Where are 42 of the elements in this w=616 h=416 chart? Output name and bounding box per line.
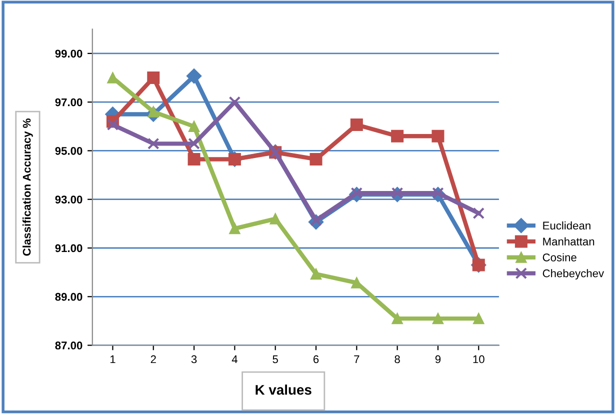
y-tick-label: 95.00 <box>55 146 82 155</box>
point <box>432 312 444 324</box>
point <box>270 213 281 224</box>
x-tick-label: 3 <box>191 355 197 364</box>
point <box>432 130 444 142</box>
y-tick-label: 91.00 <box>55 244 82 252</box>
point <box>106 118 119 131</box>
x-axis-title: K values <box>256 384 312 395</box>
point <box>392 312 403 324</box>
point <box>473 312 484 324</box>
point <box>229 222 240 234</box>
y-tick-label: 97.00 <box>55 98 82 106</box>
legend-label: Cosine <box>542 253 576 262</box>
point <box>310 152 322 166</box>
point <box>472 207 485 220</box>
x-tick-label: 10 <box>473 355 484 364</box>
legend-label: Chebeychev <box>542 269 604 280</box>
x-tick-label: 8 <box>394 355 400 364</box>
x-tick-label: 1 <box>110 355 116 364</box>
y-tick-label: 89.00 <box>55 292 82 301</box>
point <box>147 138 160 150</box>
y-tick-label: 99.00 <box>55 50 82 58</box>
point <box>391 130 404 142</box>
point <box>310 268 322 280</box>
point <box>147 72 160 84</box>
x-tick-label: 4 <box>232 355 238 364</box>
x-tick-label: 6 <box>313 355 319 364</box>
x-tick-label: 9 <box>435 355 441 364</box>
y-axis-title: Classification Accuracy % <box>22 118 33 256</box>
point <box>350 118 363 131</box>
x-tick-label: 2 <box>150 355 156 364</box>
x-tick-label: 7 <box>354 355 360 364</box>
point <box>186 68 202 84</box>
legend-label: Euclidean <box>543 221 590 230</box>
y-tick-label: 93.00 <box>55 196 82 204</box>
y-tick-label: 87.00 <box>55 342 82 350</box>
point <box>391 187 404 199</box>
legend-label: Manhattan <box>543 237 594 246</box>
x-tick-label: 5 <box>272 355 278 364</box>
point <box>188 120 200 132</box>
point <box>188 152 200 166</box>
point <box>188 138 200 150</box>
